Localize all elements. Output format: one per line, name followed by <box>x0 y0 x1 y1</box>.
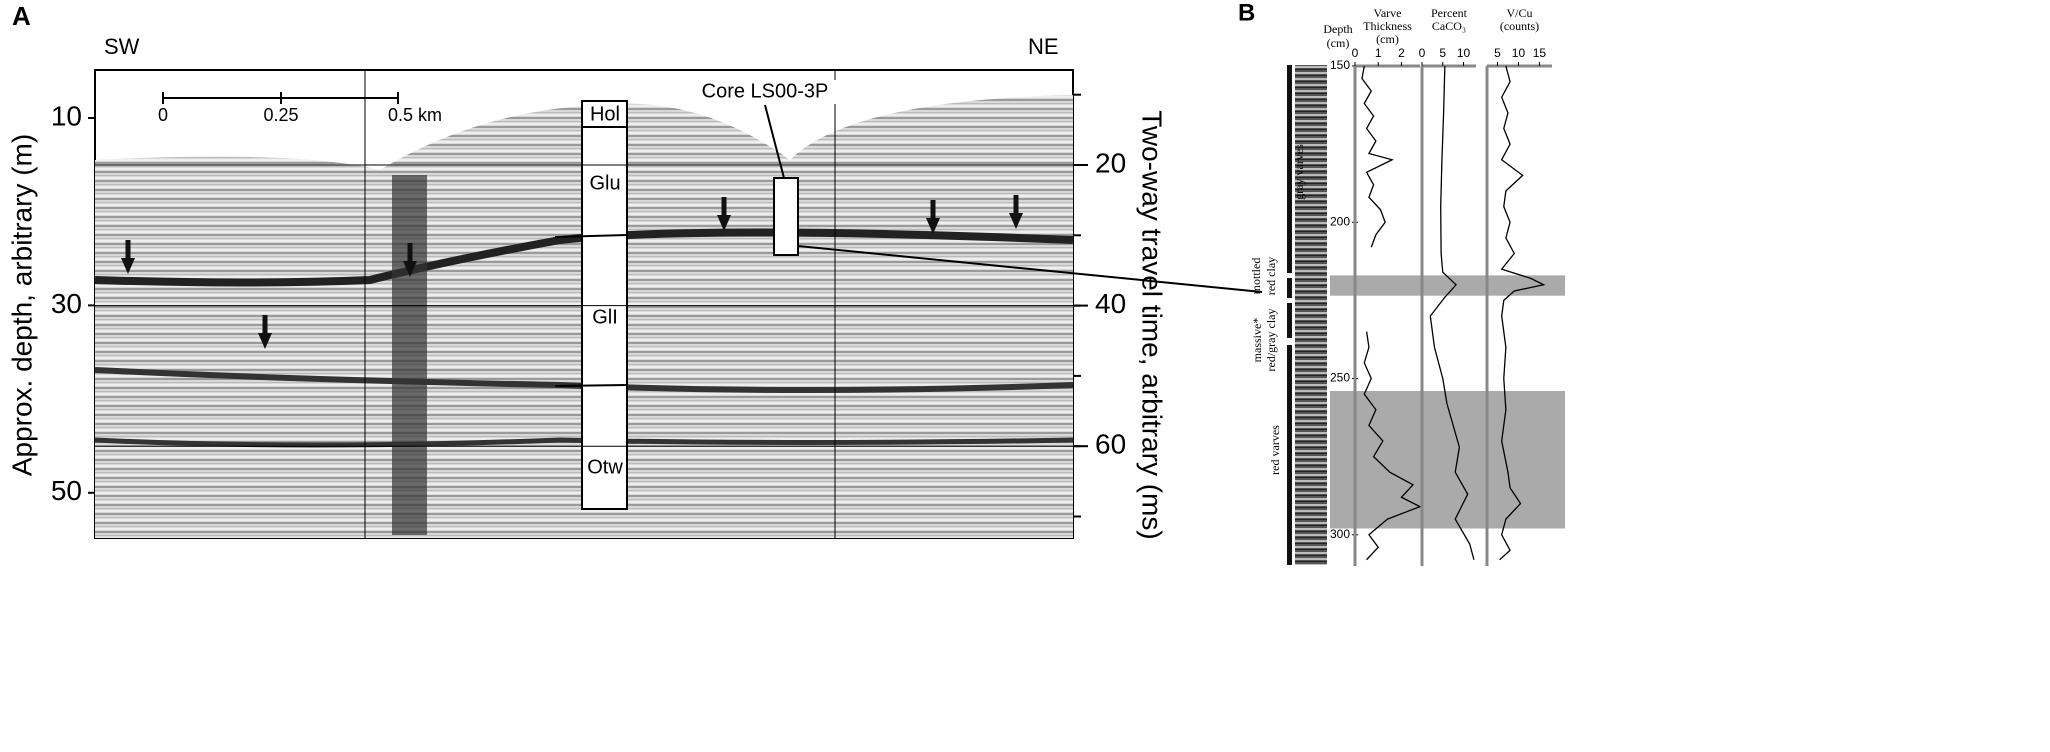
arrow-head <box>403 261 417 277</box>
data-line <box>1499 65 1546 561</box>
unit-label: GlI <box>592 306 618 328</box>
label-background <box>692 80 838 104</box>
axis-title: (cm) <box>1327 36 1350 50</box>
axis-title: Approx. depth, arbitrary (m) <box>6 134 37 476</box>
tick-label: 30 <box>51 288 82 319</box>
axis-title: Percent <box>1431 6 1468 20</box>
panel-a: 0 0.25 0.5 km Hol Glu GlI Otw Core LS00-… <box>6 1 1263 540</box>
unit-label: Otw <box>587 456 623 478</box>
arrow-head <box>258 333 272 349</box>
facies-label: mottled <box>1249 258 1263 295</box>
data-line <box>1361 65 1394 248</box>
tick-label: 50 <box>51 475 82 506</box>
facies-label: massive* <box>1250 318 1264 363</box>
tick-label: 15 <box>1533 46 1547 60</box>
tick-label: 150 <box>1330 58 1350 72</box>
tick-label: 60 <box>1095 429 1126 460</box>
core-label: Core LS00-3P <box>702 80 829 102</box>
axis-title: Varve <box>1374 6 1402 20</box>
axis-title: (counts) <box>1500 19 1539 33</box>
direction-label: SW <box>104 34 140 59</box>
direction-label: NE <box>1028 34 1059 59</box>
data-line <box>1363 331 1422 561</box>
axis-title: V/Cu <box>1506 6 1532 20</box>
axis-title: Thickness <box>1363 19 1412 33</box>
tick-label: 5 <box>1439 46 1446 60</box>
tick-label: 2 <box>1398 46 1405 60</box>
connector-line <box>797 245 1263 293</box>
panel-b: B gray varves mottled red clay massive* … <box>1238 0 1565 566</box>
tick-label: 40 <box>1095 288 1126 319</box>
disturbance <box>392 175 427 535</box>
panel-label: B <box>1238 0 1255 26</box>
arrow-head <box>926 218 940 234</box>
facies-bar <box>1287 303 1292 338</box>
unit-label: Hol <box>590 103 620 125</box>
tick-label: 20 <box>1095 147 1126 178</box>
scale-label: 0 <box>158 105 168 125</box>
reflector <box>94 437 1074 448</box>
facies-bar <box>1287 278 1292 298</box>
tick-label: 10 <box>1457 46 1471 60</box>
core-location <box>773 177 799 256</box>
axis-title: CaCO₃ <box>1432 19 1466 33</box>
tick-label: 5 <box>1494 46 1501 60</box>
highlight-band <box>1330 275 1565 296</box>
tick-label: 10 <box>1512 46 1526 60</box>
unit-boundary <box>554 384 628 387</box>
axis-title: Depth <box>1323 22 1352 36</box>
tick-label: 300 <box>1330 527 1350 541</box>
unit-label: Glu <box>589 172 620 194</box>
tick-label: 250 <box>1330 371 1350 385</box>
tick-label: 0 <box>1352 46 1359 60</box>
facies-label: red clay <box>1264 257 1278 295</box>
reflector <box>94 228 1074 287</box>
arrow-head <box>121 258 135 274</box>
panel-label: A <box>12 1 31 31</box>
facies-bar <box>1287 345 1292 565</box>
facies-label: red varves <box>1268 425 1282 475</box>
core-image <box>1295 65 1327 565</box>
facies-bar <box>1287 65 1292 273</box>
tick-label: 1 <box>1375 46 1382 60</box>
highlight-band <box>1330 391 1565 529</box>
scale-label: 0.25 <box>263 105 298 125</box>
stratigraphic-column <box>581 100 628 510</box>
tick-label: 200 <box>1330 214 1350 228</box>
scale-label: 0.5 km <box>388 105 442 125</box>
arrow-head <box>717 215 731 231</box>
tick-label: 0 <box>1419 46 1426 60</box>
data-line <box>1429 65 1475 560</box>
facies-label: gray varves <box>1292 144 1306 200</box>
leader-line <box>764 104 785 179</box>
facies-label: red/gray clay <box>1264 309 1278 372</box>
axis-title: Two-way travel time, arbitrary (ms) <box>1137 110 1168 539</box>
unit-boundary <box>554 234 628 238</box>
axis-title: (cm) <box>1376 32 1399 46</box>
tick-label: 10 <box>51 100 82 131</box>
arrow-head <box>1009 213 1023 229</box>
